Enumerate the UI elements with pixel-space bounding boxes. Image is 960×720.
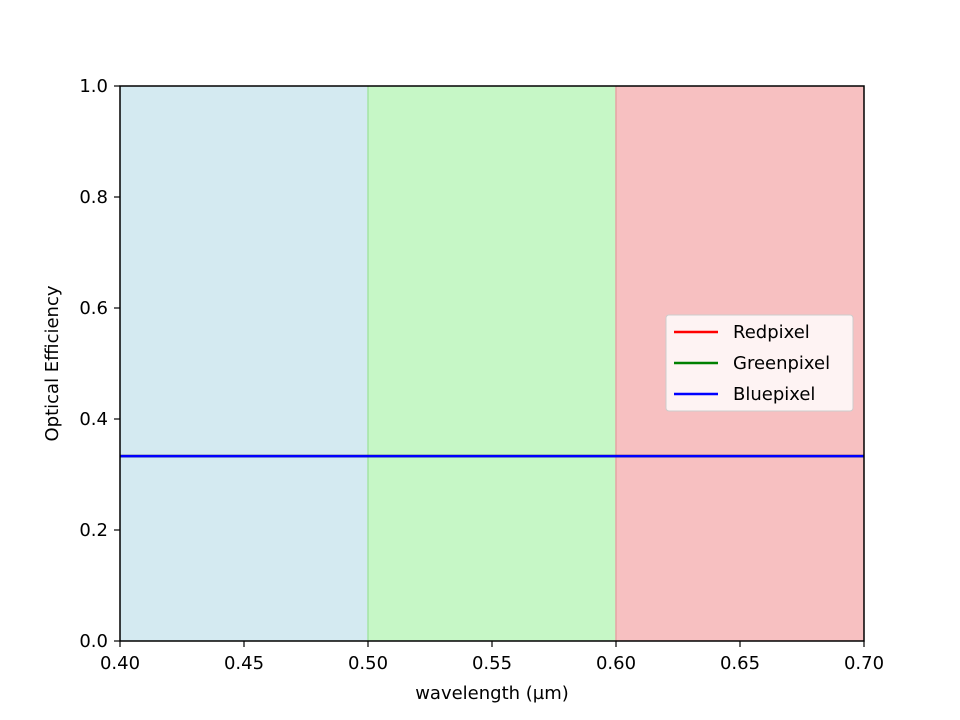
y-axis-label: Optical Efficiency: [42, 285, 63, 441]
x-tick-label: 0.60: [596, 653, 636, 674]
x-axis-ticks: 0.40 0.45 0.50 0.55 0.60 0.65 0.70: [100, 641, 884, 674]
y-tick-label: 1.0: [79, 76, 108, 97]
x-tick-label: 0.50: [348, 653, 388, 674]
legend-label-redpixel: Redpixel: [733, 322, 810, 343]
y-tick-label: 0.6: [79, 298, 108, 319]
band-0: [120, 86, 368, 641]
y-axis-ticks: 0.0 0.2 0.4 0.6 0.8 1.0: [79, 76, 120, 652]
x-axis-label: wavelength (µm): [415, 683, 569, 704]
y-tick-label: 0.0: [79, 631, 108, 652]
x-tick-label: 0.55: [472, 653, 512, 674]
band-edges: [367, 86, 617, 641]
legend-label-greenpixel: Greenpixel: [733, 353, 830, 374]
x-tick-label: 0.70: [844, 653, 884, 674]
legend-box: [665, 314, 854, 412]
y-tick-label: 0.2: [79, 520, 108, 541]
legend: Redpixel Greenpixel Bluepixel: [665, 314, 854, 412]
x-tick-label: 0.65: [720, 653, 760, 674]
band-1: [368, 86, 616, 641]
y-tick-label: 0.8: [79, 187, 108, 208]
legend-label-bluepixel: Bluepixel: [733, 384, 815, 405]
x-tick-label: 0.40: [100, 653, 140, 674]
y-tick-label: 0.4: [79, 409, 108, 430]
x-tick-label: 0.45: [224, 653, 264, 674]
